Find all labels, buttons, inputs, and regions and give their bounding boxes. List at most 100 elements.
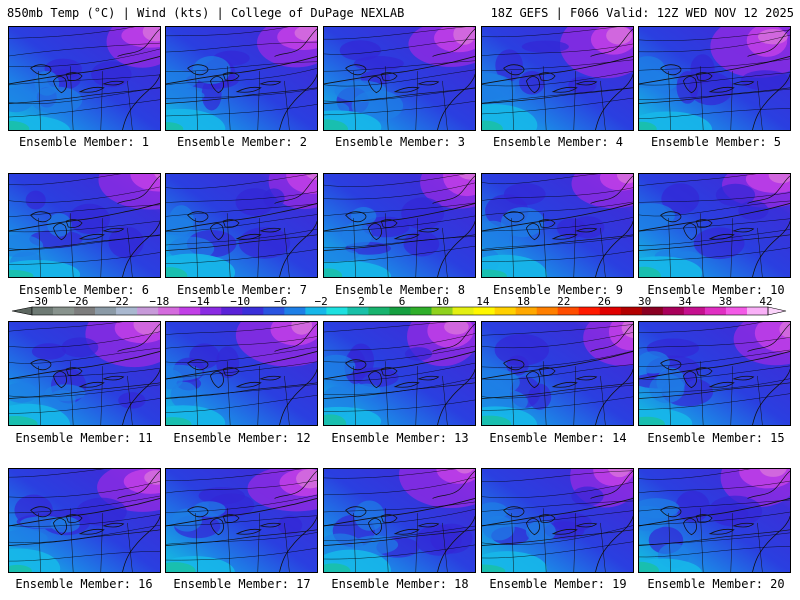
colorbar-swatch: [620, 307, 643, 315]
colorbar-swatch: [116, 307, 138, 315]
colorbar-swatch: [704, 307, 727, 315]
temperature-colorbar: −30 −26 −22 −18 −14 −10 −6 −2 2 6 10 14 18 22 26 30 34 38…: [0, 296, 800, 320]
valid-time: 18Z GEFS | F066 Valid: 12Z WED NOV 12 20…: [490, 6, 794, 20]
ensemble-map-panel: [323, 173, 476, 278]
colorbar-tick-label: 30: [638, 295, 652, 308]
colorbar-tick-label: 38: [718, 295, 733, 308]
ensemble-map-panel: [323, 26, 476, 131]
temperature-map: [639, 322, 790, 425]
colorbar-swatch: [284, 307, 306, 315]
colorbar-tick-label: 18: [516, 295, 530, 308]
colorbar-swatch: [557, 307, 580, 315]
temperature-map: [639, 27, 790, 130]
ensemble-map-panel: [323, 321, 476, 426]
ensemble-map-panel: [638, 26, 791, 131]
colorbar-swatch: [95, 307, 117, 315]
colorbar-swatch: [32, 307, 54, 315]
ensemble-member-label: Ensemble Member: 1: [18, 135, 150, 149]
ensemble-map-panel: [165, 468, 318, 573]
colorbar-max-arrow: [767, 306, 787, 316]
colorbar-graphic: [11, 306, 787, 316]
colorbar-tick-label: 2: [358, 295, 365, 308]
ensemble-member-label: Ensemble Member: 6: [18, 283, 150, 297]
colorbar-swatch: [179, 307, 201, 315]
ensemble-member-label: Ensemble Member: 8: [334, 283, 466, 297]
colorbar-tick-label: 14: [476, 295, 490, 308]
colorbar-swatch: [473, 307, 495, 315]
ensemble-member-label: Ensemble Member: 14: [489, 431, 627, 445]
ensemble-member-label: Ensemble Member: 9: [492, 283, 624, 297]
colorbar-tick-label: 6: [398, 295, 406, 308]
temperature-map: [9, 174, 160, 277]
temperature-map: [166, 174, 317, 277]
colorbar-swatch: [53, 307, 75, 315]
colorbar-swatch: [410, 307, 432, 315]
colorbar-tick-label: 22: [557, 295, 571, 308]
colorbar-tick-label: −18: [149, 295, 170, 308]
ensemble-map-panel: [481, 321, 634, 426]
temperature-map: [324, 469, 475, 572]
ensemble-map-panel: [481, 173, 634, 278]
colorbar-swatch: [452, 307, 474, 315]
ensemble-map-panel: [8, 173, 161, 278]
ensemble-map-panel: [481, 26, 634, 131]
temperature-map: [9, 27, 160, 130]
colorbar-swatch: [389, 307, 411, 315]
ensemble-map-panel: [638, 468, 791, 573]
colorbar-swatch: [599, 307, 622, 315]
temperature-map: [639, 469, 790, 572]
ensemble-member-label: Ensemble Member: 17: [173, 577, 311, 591]
ensemble-member-label: Ensemble Member: 12: [173, 431, 311, 445]
colorbar-swatch: [515, 307, 537, 315]
colorbar-swatch: [347, 307, 369, 315]
map-title: 850mb Temp (°C) | Wind (kts) | College o…: [7, 6, 405, 20]
temperature-map: [482, 322, 633, 425]
colorbar-swatch: [200, 307, 222, 315]
colorbar-tick-label: 26: [597, 295, 611, 308]
temperature-map: [482, 469, 633, 572]
ensemble-map-panel: [638, 321, 791, 426]
temperature-map: [324, 27, 475, 130]
ensemble-map-panel: [638, 173, 791, 278]
ensemble-map-panel: [8, 321, 161, 426]
ensemble-member-label: Ensemble Member: 15: [647, 431, 785, 445]
temperature-map: [639, 174, 790, 277]
colorbar-swatch: [683, 307, 706, 315]
ensemble-member-label: Ensemble Member: 20: [647, 577, 785, 591]
ensemble-member-label: Ensemble Member: 10: [647, 283, 785, 297]
colorbar-swatch: [494, 307, 516, 315]
colorbar-swatch: [431, 307, 453, 315]
colorbar-tick-label: −30: [28, 295, 48, 308]
ensemble-member-label: Ensemble Member: 11: [15, 431, 153, 445]
ensemble-map-panel: [481, 468, 634, 573]
temperature-map: [166, 469, 317, 572]
ensemble-map-panel: [165, 26, 318, 131]
temperature-map: [482, 174, 633, 277]
temperature-map: [324, 174, 475, 277]
colorbar-tick-label: −2: [314, 295, 328, 308]
colorbar-swatch: [221, 307, 243, 315]
temperature-map: [9, 469, 160, 572]
colorbar-swatch: [263, 307, 285, 315]
colorbar-tick-label: 34: [678, 295, 692, 308]
temperature-map: [9, 322, 160, 425]
temperature-map: [324, 322, 475, 425]
colorbar-swatch: [137, 307, 159, 315]
colorbar-swatch: [536, 307, 559, 315]
colorbar-tick-label: −26: [68, 295, 89, 308]
ensemble-member-label: Ensemble Member: 19: [489, 577, 627, 591]
colorbar-tick-label: −10: [230, 295, 251, 308]
ensemble-map-panel: [165, 321, 318, 426]
colorbar-swatch: [368, 307, 390, 315]
ensemble-member-label: Ensemble Member: 13: [331, 431, 469, 445]
colorbar-swatch: [725, 307, 748, 315]
colorbar-swatch: [641, 307, 664, 315]
ensemble-member-label: Ensemble Member: 4: [492, 135, 624, 149]
colorbar-swatch: [662, 307, 685, 315]
temperature-map: [482, 27, 633, 130]
colorbar-tick-label: 10: [435, 295, 450, 308]
colorbar-swatch: [746, 307, 769, 315]
colorbar-swatch: [158, 307, 180, 315]
ensemble-member-label: Ensemble Member: 2: [176, 135, 308, 149]
ensemble-member-label: Ensemble Member: 3: [334, 135, 466, 149]
